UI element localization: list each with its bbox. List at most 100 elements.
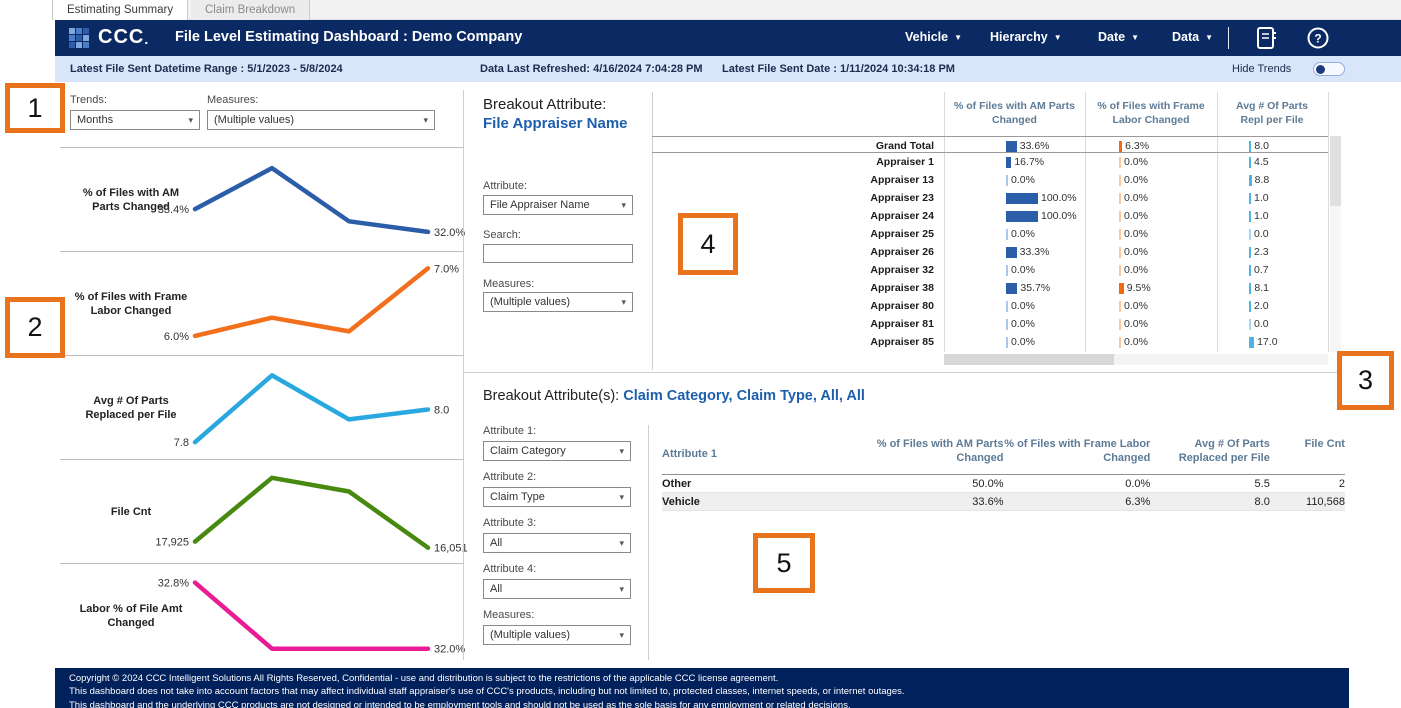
value-bar: [1249, 246, 1251, 258]
measure-cell: 16.7%: [944, 153, 1085, 171]
tab-label: Estimating Summary: [67, 4, 174, 16]
measure-cell: 2.0: [1217, 297, 1327, 315]
appraiser-row-label: Appraiser 23: [870, 192, 934, 204]
measure-value: 16.7%: [1014, 156, 1045, 168]
value-bar: [1119, 246, 1121, 258]
measures-dropdown[interactable]: (Multiple values) ▾: [483, 625, 631, 645]
hide-trends-toggle[interactable]: [1313, 62, 1345, 76]
menu-vehicle[interactable]: Vehicle ▼: [905, 30, 963, 44]
trend-chart-row: % of Files with AM Parts Changed 33.4% 32.…: [60, 147, 465, 252]
table-row[interactable]: Appraiser 25 0.0% 0.0% 0.0: [652, 225, 1328, 243]
tab-strip-background: [52, 0, 1401, 20]
measure-value: 33.6%: [1019, 140, 1050, 152]
appraiser-row-label: Appraiser 80: [870, 300, 934, 312]
trend-chart-line[interactable]: 6.0% 7.0%: [145, 252, 463, 356]
attribute-3-dropdown[interactable]: All ▾: [483, 533, 631, 553]
measures-dropdown[interactable]: (Multiple values) ▾: [207, 110, 435, 130]
ccc-logo-dot: .: [144, 31, 149, 47]
value-bar: [1119, 282, 1124, 294]
trend-chart-title: Labor % of File Amt Changed: [79, 602, 183, 629]
report-icon[interactable]: [1255, 26, 1277, 55]
attribute-1-label: Attribute 1:: [483, 425, 537, 437]
value-bar: [1119, 336, 1121, 348]
tab-estimating-summary[interactable]: Estimating Summary: [52, 0, 189, 20]
table-row[interactable]: Appraiser 80 0.0% 0.0% 2.0: [652, 297, 1328, 315]
appraiser-row-label: Appraiser 25: [870, 228, 934, 240]
measure-value: 2.3: [1254, 246, 1269, 258]
trend-chart-row: Labor % of File Amt Changed 32.8% 32.0%: [60, 563, 466, 668]
scrollbar-thumb[interactable]: [1330, 136, 1341, 206]
table-row[interactable]: Appraiser 23 100.0% 0.0% 1.0: [652, 189, 1328, 207]
table-row[interactable]: Appraiser 38 35.7% 9.5% 8.1: [652, 279, 1328, 297]
measure-value: 100.0%: [1041, 192, 1077, 204]
trend-chart-line[interactable]: 32.8% 32.0%: [145, 564, 466, 668]
category-value: 5.5: [1254, 478, 1270, 490]
measure-value: 6.3%: [1125, 140, 1150, 152]
tab-label: Claim Breakdown: [205, 4, 296, 16]
value-bar: [1249, 300, 1251, 312]
measure-value: 1.0: [1254, 210, 1269, 222]
measure-cell: 35.7%: [944, 279, 1085, 297]
value-bar: [1006, 336, 1008, 348]
trend-chart-title: % of Files with AM Parts Changed: [82, 186, 180, 213]
attribute-4-dropdown[interactable]: All ▾: [483, 579, 631, 599]
appraiser-row-label: Appraiser 81: [870, 318, 934, 330]
appraiser-row-label: Appraiser 32: [870, 264, 934, 276]
column-divider: [1328, 92, 1329, 352]
value-bar: [1119, 300, 1121, 312]
menu-hierarchy[interactable]: Hierarchy ▼: [990, 30, 1062, 44]
table-row[interactable]: Appraiser 24 100.0% 0.0% 1.0: [652, 207, 1328, 225]
table-row[interactable]: Appraiser 32 0.0% 0.0% 0.7: [652, 261, 1328, 279]
table-row[interactable]: Appraiser 1 16.7% 0.0% 4.5: [652, 153, 1328, 171]
attribute-4-label: Attribute 4:: [483, 563, 537, 575]
measure-cell: 0.0%: [1085, 189, 1217, 207]
horizontal-scrollbar[interactable]: [944, 354, 1328, 365]
measure-value: 0.0%: [1011, 228, 1035, 240]
column-divider: [944, 92, 945, 352]
table-row[interactable]: Appraiser 85 0.0% 0.0% 17.0: [652, 333, 1328, 351]
measure-value: 0.0%: [1124, 156, 1148, 168]
tab-claim-breakdown[interactable]: Claim Breakdown: [191, 0, 311, 20]
help-icon[interactable]: ?: [1307, 27, 1329, 54]
column-header: Avg # Of Parts Repl per File: [1236, 100, 1308, 126]
attribute-1-dropdown[interactable]: Claim Category ▾: [483, 441, 631, 461]
trend-chart-line[interactable]: 17,925 16,051: [145, 460, 468, 564]
trends-dropdown[interactable]: Months ▾: [70, 110, 200, 130]
start-value-label: 6.0%: [164, 331, 189, 343]
table-body: Other 50.0% 0.0% 5.5 2 Vehicle 33.6% 6.3% 8.0 110…: [662, 475, 1345, 511]
value-bar: [1119, 228, 1121, 240]
table-row[interactable]: Appraiser 26 33.3% 0.0% 2.3: [652, 243, 1328, 261]
measure-value: 0.0%: [1124, 246, 1148, 258]
table-row[interactable]: Appraiser 81 0.0% 0.0% 0.0: [652, 315, 1328, 333]
attribute-2-dropdown[interactable]: Claim Type ▾: [483, 487, 631, 507]
chevron-down-icon: ▼: [1205, 33, 1214, 42]
menu-data[interactable]: Data ▼: [1172, 30, 1214, 44]
chevron-down-icon: ▾: [619, 491, 624, 502]
trend-chart-line[interactable]: 7.8 8.0: [145, 356, 463, 460]
attribute-dropdown[interactable]: File Appraiser Name ▾: [483, 195, 633, 215]
panel-divider: [463, 90, 464, 660]
scrollbar-thumb[interactable]: [944, 354, 1114, 365]
measure-value: 17.0: [1257, 336, 1278, 348]
value-bar: [1006, 300, 1008, 312]
value-bar: [1249, 156, 1251, 168]
value-bar: [1006, 264, 1008, 276]
table-row[interactable]: Appraiser 13 0.0% 0.0% 8.8: [652, 171, 1328, 189]
column-header: % of Files with Frame Labor Changed: [1097, 100, 1205, 126]
chevron-down-icon: ▾: [423, 114, 428, 125]
menu-date[interactable]: Date ▼: [1098, 30, 1140, 44]
vertical-scrollbar[interactable]: [1330, 136, 1341, 352]
annotation-callout-2: 2: [5, 297, 65, 358]
chevron-down-icon: ▾: [619, 445, 624, 456]
value-bar: [1006, 156, 1012, 168]
table-row[interactable]: Vehicle 33.6% 6.3% 8.0 110,568: [662, 493, 1345, 511]
table-row[interactable]: Other 50.0% 0.0% 5.5 2: [662, 475, 1345, 493]
trend-chart-line[interactable]: 33.4% 32.0%: [145, 148, 465, 252]
search-input[interactable]: [483, 244, 633, 263]
attribute-label: Attribute:: [483, 180, 528, 192]
chevron-down-icon: ▾: [619, 583, 624, 594]
measures-dropdown[interactable]: (Multiple values) ▾: [483, 292, 633, 312]
breakout-multi-heading: Breakout Attribute(s): Claim Category, C…: [483, 388, 865, 404]
table-row[interactable]: Grand Total 33.6% 6.3% 8.0: [652, 136, 1328, 153]
breakout-attribute-value: File Appraiser Name: [483, 114, 628, 132]
